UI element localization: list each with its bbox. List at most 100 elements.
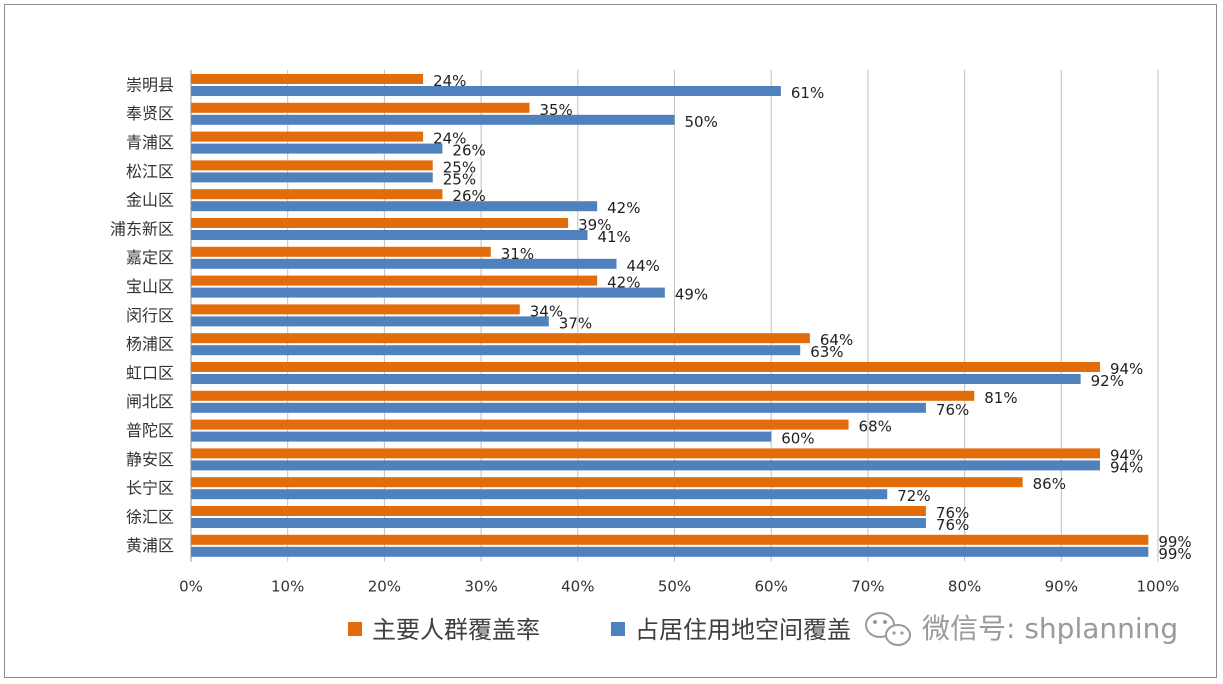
bar-series-2	[191, 489, 888, 500]
bar-series-1	[191, 448, 1100, 459]
bars	[191, 74, 1149, 557]
bar-series-2	[191, 402, 926, 413]
bar-series-2	[191, 374, 1081, 384]
x-tick-label: 40%	[561, 578, 594, 596]
bar-series-1	[191, 131, 424, 142]
data-label-series-1: 24%	[433, 72, 466, 90]
category-label: 杨浦区	[126, 335, 174, 354]
bar-series-2	[191, 172, 433, 183]
x-tick-label: 100%	[1137, 578, 1180, 596]
category-label: 浦东新区	[110, 219, 174, 238]
legend-swatch-series-1	[348, 622, 362, 636]
category-label: 闵行区	[126, 306, 174, 325]
bar-series-2	[191, 114, 675, 125]
data-label-series-1: 64%	[820, 331, 853, 349]
bar-series-2	[191, 431, 772, 442]
category-label: 静安区	[126, 450, 174, 469]
data-label-series-1: 42%	[607, 274, 640, 292]
category-label: 长宁区	[126, 479, 174, 498]
data-label-series-1: 86%	[1033, 475, 1066, 493]
x-tick-label: 20%	[368, 578, 401, 596]
category-label: 奉贤区	[126, 104, 174, 123]
data-label-series-1: 94%	[1110, 360, 1143, 378]
data-label-series-2: 92%	[1091, 372, 1124, 390]
category-label: 黄浦区	[126, 536, 174, 555]
bar-series-2	[191, 287, 665, 298]
bar-series-1	[191, 534, 1149, 545]
category-label: 宝山区	[126, 277, 174, 296]
data-label-series-2: 50%	[685, 113, 718, 131]
data-label-series-2: 61%	[791, 84, 824, 102]
x-tick-label: 0%	[179, 578, 203, 596]
bar-series-1	[191, 74, 424, 84]
watermark: 微信号: shplanning	[865, 612, 1178, 646]
data-label-series-1: 81%	[984, 389, 1017, 407]
bar-series-1	[191, 304, 520, 315]
x-tick-label: 50%	[658, 578, 691, 596]
bar-series-1	[191, 275, 598, 286]
category-label: 崇明县	[126, 75, 174, 94]
category-label: 虹口区	[126, 363, 174, 382]
data-label-series-1: 99%	[1158, 533, 1191, 551]
bar-series-1	[191, 477, 1023, 488]
bar-series-1	[191, 246, 491, 257]
category-label: 嘉定区	[126, 248, 174, 267]
bar-series-1	[191, 506, 926, 516]
x-tick-label: 90%	[1045, 578, 1078, 596]
x-tick-label: 30%	[464, 578, 497, 596]
data-label-series-1: 94%	[1110, 446, 1143, 464]
data-label-series-2: 44%	[626, 257, 659, 275]
bar-series-1	[191, 102, 530, 113]
legend-label-series-1: 主要人群覆盖率	[372, 616, 540, 644]
legend-swatch-series-2	[611, 622, 625, 636]
bar-series-2	[191, 345, 801, 356]
bar-series-1	[191, 362, 1100, 372]
bar-series-2	[191, 143, 443, 154]
bar-series-1	[191, 218, 569, 228]
data-label-series-2: 76%	[936, 516, 969, 534]
bar-series-1	[191, 333, 810, 344]
legend: 主要人群覆盖率 占居住用地空间覆盖	[348, 616, 851, 644]
bar-series-2	[191, 316, 549, 327]
bar-series-1	[191, 390, 975, 401]
data-label-series-1: 25%	[443, 158, 476, 176]
category-label: 徐汇区	[126, 507, 174, 526]
data-label-series-1: 34%	[530, 302, 563, 320]
data-labels: 24%61%35%50%24%26%25%25%26%42%39%41%31%4…	[433, 72, 1192, 563]
data-label-series-2: 42%	[607, 199, 640, 217]
watermark-text: 微信号: shplanning	[922, 612, 1178, 645]
data-label-series-1: 76%	[936, 504, 969, 522]
data-label-series-2: 37%	[559, 314, 592, 332]
x-tick-label: 80%	[948, 578, 981, 596]
data-label-series-2: 49%	[675, 286, 708, 304]
data-label-series-1: 24%	[433, 130, 466, 148]
bar-series-2	[191, 546, 1149, 557]
data-label-series-2: 94%	[1110, 458, 1143, 476]
x-tick-label: 60%	[755, 578, 788, 596]
data-label-series-2: 72%	[897, 487, 930, 505]
data-label-series-2: 76%	[936, 401, 969, 419]
data-label-series-2: 25%	[443, 170, 476, 188]
data-label-series-2: 60%	[781, 430, 814, 448]
data-label-series-2: 26%	[452, 142, 485, 160]
data-label-series-2: 41%	[597, 228, 630, 246]
x-tick-label: 70%	[851, 578, 884, 596]
category-label: 金山区	[126, 191, 174, 210]
category-label: 松江区	[126, 162, 174, 181]
data-label-series-1: 31%	[501, 245, 534, 263]
axes: 0% 10% 20% 30% 40% 50% 60% 70% 80% 90% 100% 崇明县奉贤区青…	[110, 70, 1179, 596]
bar-series-2	[191, 460, 1100, 471]
data-label-series-1: 26%	[452, 187, 485, 205]
bar-series-1	[191, 160, 433, 171]
category-label: 闸北区	[126, 392, 174, 411]
bar-series-2	[191, 201, 598, 212]
category-label: 普陀区	[126, 421, 174, 440]
data-label-series-1: 68%	[859, 418, 892, 436]
data-label-series-2: 99%	[1158, 545, 1191, 563]
data-label-series-2: 63%	[810, 343, 843, 361]
bar-series-2	[191, 518, 926, 528]
bar-series-2	[191, 230, 588, 240]
x-tick-label: 10%	[271, 578, 304, 596]
bar-series-1	[191, 419, 849, 430]
